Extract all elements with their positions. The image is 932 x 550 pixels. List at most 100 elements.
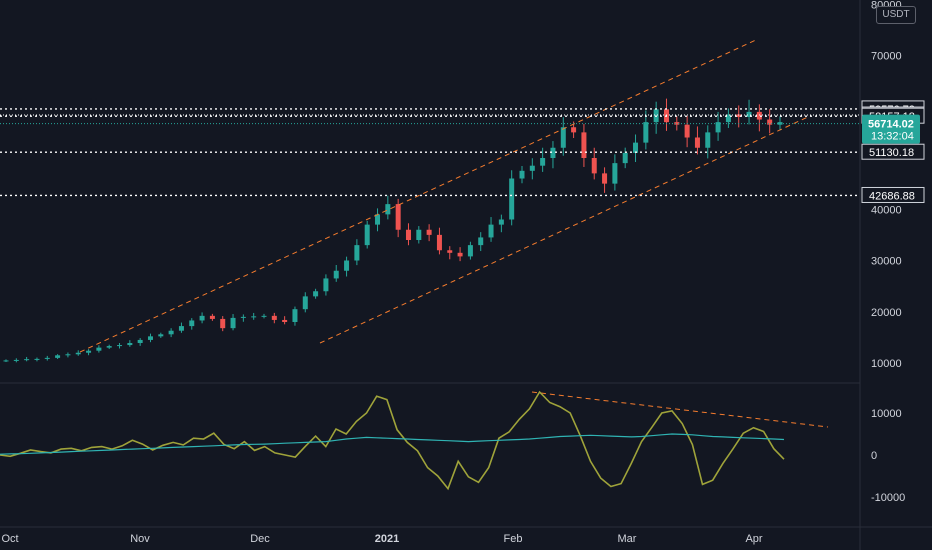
oscillator-tick-label: 10000 bbox=[871, 408, 902, 420]
y-tick-label: 30000 bbox=[871, 256, 902, 268]
candle-body bbox=[230, 317, 236, 329]
candle-body bbox=[189, 320, 195, 327]
candle-body bbox=[746, 111, 752, 117]
price-label-text: 51130.18 bbox=[869, 147, 914, 159]
candle-body bbox=[684, 124, 690, 138]
candle-body bbox=[282, 319, 288, 322]
candle-body bbox=[416, 229, 422, 240]
candle-body bbox=[199, 315, 205, 321]
oscillator-tick-label: -10000 bbox=[871, 492, 905, 504]
candle-body bbox=[457, 252, 463, 257]
candle-body bbox=[178, 326, 184, 331]
candle-body bbox=[612, 163, 618, 184]
candle-body bbox=[529, 165, 535, 171]
price-label-box[interactable] bbox=[861, 186, 925, 203]
x-tick-label: 2021 bbox=[375, 533, 399, 545]
candle-body bbox=[86, 350, 92, 353]
candle-body bbox=[725, 114, 731, 123]
candle-body bbox=[674, 122, 680, 125]
oscillator-signal-line bbox=[0, 433, 785, 455]
candle-body bbox=[405, 229, 411, 240]
candle-body bbox=[591, 158, 597, 174]
candle-body bbox=[519, 170, 525, 179]
candle-body bbox=[478, 237, 484, 246]
candle-body bbox=[158, 334, 164, 337]
price-line-labels: 59576.7258385.8158157.1851130.1842686.88… bbox=[861, 100, 925, 203]
candle-body bbox=[313, 291, 319, 297]
oscillator-line bbox=[0, 390, 785, 491]
candle-body bbox=[447, 250, 453, 253]
candle-body bbox=[24, 359, 30, 361]
candle-body bbox=[694, 137, 700, 148]
oscillator-axis-ticks: 10000 0 -10000 bbox=[871, 408, 905, 504]
candle-body bbox=[65, 354, 71, 356]
candle-body bbox=[540, 158, 546, 166]
upper-channel-line[interactable] bbox=[79, 38, 759, 353]
price-lines bbox=[0, 108, 860, 197]
candle-body bbox=[581, 132, 587, 158]
candle-body bbox=[323, 278, 329, 292]
price-label-box[interactable] bbox=[861, 143, 925, 160]
current-price-box[interactable] bbox=[862, 114, 920, 144]
candle-body bbox=[106, 346, 112, 348]
candle-body bbox=[354, 245, 360, 261]
candle-body bbox=[571, 127, 577, 133]
candle-body bbox=[633, 142, 639, 153]
x-tick-label: Mar bbox=[618, 533, 637, 545]
candle-body bbox=[436, 234, 442, 251]
x-tick-label: Apr bbox=[745, 533, 762, 545]
channel-trendlines bbox=[79, 38, 829, 428]
price-label-text: 42686.88 bbox=[869, 190, 915, 202]
bar-countdown-label: 13:32:04 bbox=[871, 131, 914, 143]
current-price-label: 56714.02 bbox=[868, 119, 914, 131]
candle-body bbox=[251, 316, 257, 318]
y-tick-label: 20000 bbox=[871, 307, 902, 319]
candle-body bbox=[240, 316, 246, 318]
x-tick-label: Nov bbox=[130, 533, 150, 545]
candle-body bbox=[55, 355, 61, 358]
x-tick-label: Oct bbox=[1, 533, 18, 545]
candle-body bbox=[705, 132, 711, 148]
candle-body bbox=[602, 173, 608, 184]
candle-body bbox=[364, 224, 370, 246]
y-tick-label: 70000 bbox=[871, 51, 902, 63]
oscillator-pane bbox=[0, 390, 785, 491]
price-axis-ticks: 80000 70000 40000 30000 20000 10000 bbox=[871, 0, 902, 370]
y-tick-label: 10000 bbox=[871, 358, 902, 370]
candle-body bbox=[96, 347, 102, 351]
candle-body bbox=[550, 147, 556, 158]
lower-channel-line[interactable] bbox=[319, 115, 811, 344]
candle-body bbox=[117, 345, 123, 347]
candle-body bbox=[622, 152, 628, 164]
candle-body bbox=[34, 358, 40, 360]
candle-body bbox=[560, 127, 566, 148]
x-tick-label: Feb bbox=[504, 533, 523, 545]
candle-body bbox=[467, 245, 473, 257]
candle-body bbox=[137, 339, 143, 344]
oscillator-trend-line[interactable] bbox=[531, 391, 829, 428]
candle-body bbox=[292, 309, 298, 322]
oscillator-tick-label: 0 bbox=[871, 450, 877, 462]
candle-body bbox=[44, 357, 50, 359]
candle-body bbox=[756, 111, 762, 120]
candle-body bbox=[488, 224, 494, 238]
candle-body bbox=[209, 315, 215, 319]
candle-body bbox=[147, 336, 153, 340]
candle-body bbox=[385, 204, 391, 215]
currency-badge[interactable]: USDT bbox=[876, 6, 916, 24]
candle-body bbox=[643, 122, 649, 143]
candle-body bbox=[127, 343, 133, 346]
candle-body bbox=[736, 114, 742, 117]
candle-body bbox=[220, 318, 226, 329]
candle-body bbox=[261, 315, 267, 317]
y-tick-label: 80000 bbox=[871, 0, 902, 11]
candle-body bbox=[333, 270, 339, 279]
candle-body bbox=[715, 122, 721, 133]
candle-body bbox=[498, 219, 504, 225]
candle-body bbox=[375, 214, 381, 225]
candle-body bbox=[395, 204, 401, 230]
y-tick-label: 40000 bbox=[871, 204, 902, 216]
candle-body bbox=[302, 296, 308, 310]
candle-body bbox=[426, 229, 432, 235]
